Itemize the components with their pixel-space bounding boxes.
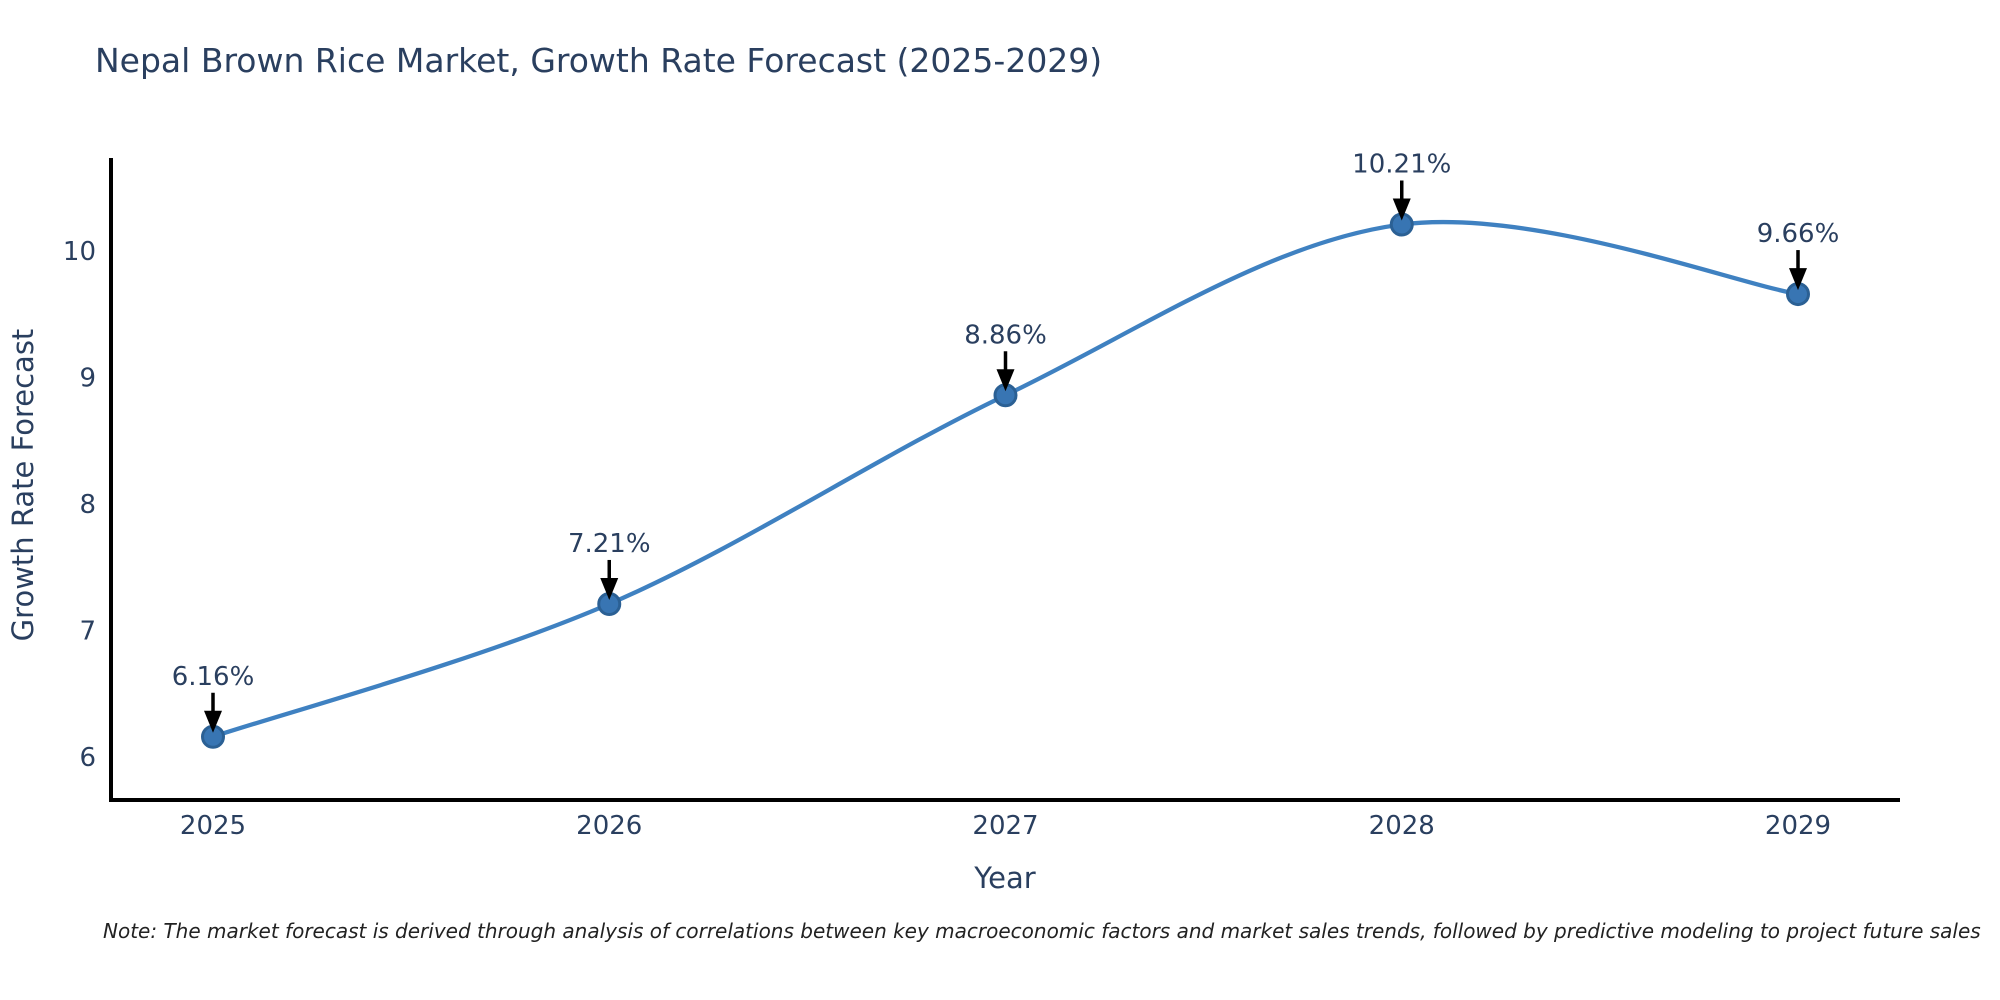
data-point-label: 10.21% bbox=[1352, 150, 1451, 180]
x-tick-label: 2029 bbox=[1765, 811, 1831, 841]
data-point-label: 9.66% bbox=[1757, 219, 1840, 249]
annotation-arrowhead bbox=[600, 577, 619, 600]
x-ticks-group: 2025 2026 2027 2028 2029 bbox=[180, 811, 1831, 841]
x-tick-label: 2025 bbox=[180, 811, 246, 841]
y-ticks-group: 6 7 8 9 10 bbox=[63, 237, 96, 773]
y-tick-label: 9 bbox=[79, 364, 96, 394]
annotation-arrowhead bbox=[996, 369, 1015, 392]
x-tick-label: 2028 bbox=[1369, 811, 1435, 841]
x-tick-label: 2026 bbox=[576, 811, 642, 841]
data-point-label: 6.16% bbox=[172, 662, 255, 692]
x-tick-label: 2027 bbox=[972, 811, 1038, 841]
series-line bbox=[210, 219, 1801, 739]
y-tick-label: 10 bbox=[63, 237, 96, 267]
chart-title: Nepal Brown Rice Market, Growth Rate For… bbox=[95, 41, 1102, 80]
y-tick-label: 8 bbox=[79, 490, 96, 520]
y-axis-title: Growth Rate Forecast bbox=[6, 329, 40, 642]
x-axis-title: Year bbox=[973, 861, 1035, 895]
series-group bbox=[210, 219, 1801, 739]
annotation-arrowhead bbox=[1789, 268, 1807, 291]
y-tick-label: 7 bbox=[79, 617, 96, 647]
annotation-arrowhead bbox=[1392, 198, 1411, 221]
footnote: Note: The market forecast is derived thr… bbox=[103, 919, 1981, 943]
data-point-label: 7.21% bbox=[568, 529, 651, 559]
y-tick-label: 6 bbox=[79, 743, 96, 773]
annotation-arrowhead bbox=[204, 710, 222, 733]
annotations-group: 6.16% 7.21% 8.86% 10.21% 9.66% bbox=[172, 150, 1840, 733]
data-point-label: 8.86% bbox=[964, 320, 1047, 350]
